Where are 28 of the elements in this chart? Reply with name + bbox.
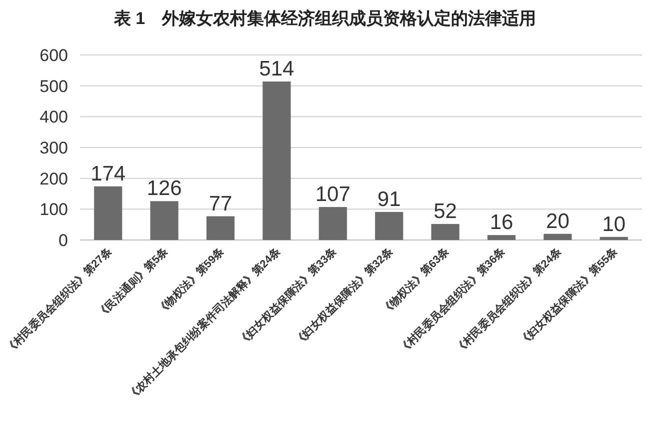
data-label: 77 <box>208 192 232 216</box>
bar <box>318 207 347 240</box>
y-tick-label: 500 <box>40 76 68 96</box>
bar <box>94 186 122 240</box>
bar <box>206 216 235 240</box>
bar <box>600 236 628 240</box>
y-tick-label: 100 <box>40 200 68 220</box>
data-label: 514 <box>259 58 295 81</box>
chart-title: 表 1 外嫁女农村集体经济组织成员资格认定的法律适用 <box>112 9 536 28</box>
bar <box>431 224 460 240</box>
data-label: 107 <box>315 183 350 206</box>
bar <box>375 212 404 240</box>
bar <box>150 201 178 240</box>
bar <box>262 82 291 240</box>
y-tick-label: 600 <box>40 46 68 65</box>
y-tick-label: 200 <box>40 169 68 188</box>
data-label: 91 <box>377 188 401 211</box>
data-label: 10 <box>602 212 626 236</box>
y-tick-label: 0 <box>58 231 68 250</box>
data-label: 174 <box>90 162 126 186</box>
data-label: 126 <box>146 177 182 200</box>
y-tick-label: 400 <box>40 108 68 127</box>
data-label: 20 <box>546 210 570 233</box>
bar <box>544 234 572 240</box>
y-tick-label: 300 <box>40 138 68 158</box>
data-label: 16 <box>490 211 514 234</box>
data-label: 52 <box>434 200 457 223</box>
bar <box>487 235 516 240</box>
